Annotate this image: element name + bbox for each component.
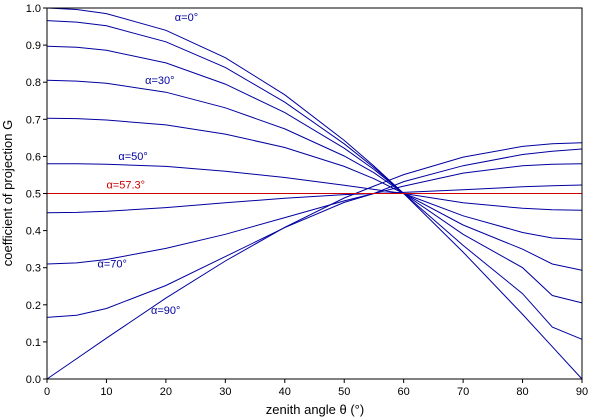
series-annotation: α=57.3° — [106, 180, 145, 192]
y-tick-label: 0.3 — [26, 263, 41, 275]
y-tick-label: 0.2 — [26, 300, 41, 312]
y-tick-label: 0.5 — [26, 189, 41, 201]
x-tick-label: 80 — [516, 386, 528, 398]
series-annotation: α=50° — [118, 151, 147, 163]
y-tick-label: 1.0 — [26, 3, 41, 15]
y-axis-title: coefficient of projection G — [0, 120, 15, 266]
series-line-2 — [46, 20, 583, 340]
x-tick-label: 60 — [398, 386, 410, 398]
x-tick-label: 0 — [44, 386, 50, 398]
x-tick-label: 30 — [219, 386, 231, 398]
series-line-1 — [46, 7, 583, 380]
series-annotation: α=30° — [145, 75, 174, 87]
x-tick-label: 40 — [279, 386, 291, 398]
y-tick-label: 0.1 — [26, 337, 41, 349]
annotation-layer: α=0° α=30° α=50° α=57.3° α=70° α=90° — [98, 12, 199, 317]
y-tick-label: 0.7 — [26, 114, 41, 126]
x-tick-label: 70 — [457, 386, 469, 398]
series-annotation: α=0° — [175, 12, 198, 24]
x-tick-label: 10 — [100, 386, 112, 398]
series-line-4 — [46, 79, 583, 271]
x-tick-label: 50 — [338, 386, 350, 398]
ticks-layer: 0 10 20 30 40 50 60 70 80 90 0.0 0.1 0.2 0.3 0.4 0.5 0.6… — [26, 3, 588, 398]
series-line-10 — [46, 142, 583, 380]
y-tick-label: 0.8 — [26, 77, 41, 89]
x-tick-label: 20 — [160, 386, 172, 398]
series-line-7 — [46, 184, 583, 214]
x-tick-label: 90 — [576, 386, 588, 398]
y-tick-label: 0.9 — [26, 40, 41, 52]
series-line-6 — [47, 163, 583, 211]
y-tick-label: 0.0 — [26, 374, 41, 386]
series-annotation: α=90° — [151, 305, 180, 317]
y-tick-label: 0.4 — [26, 226, 41, 238]
series-annotation: α=70° — [98, 259, 127, 271]
series-line-8 — [46, 163, 583, 265]
series-layer — [46, 7, 583, 380]
x-axis-title: zenith angle θ (°) — [266, 402, 364, 417]
series-line-3 — [46, 45, 583, 304]
series-line-9 — [46, 148, 583, 318]
series-line-5 — [46, 117, 583, 240]
y-tick-label: 0.6 — [26, 151, 41, 163]
